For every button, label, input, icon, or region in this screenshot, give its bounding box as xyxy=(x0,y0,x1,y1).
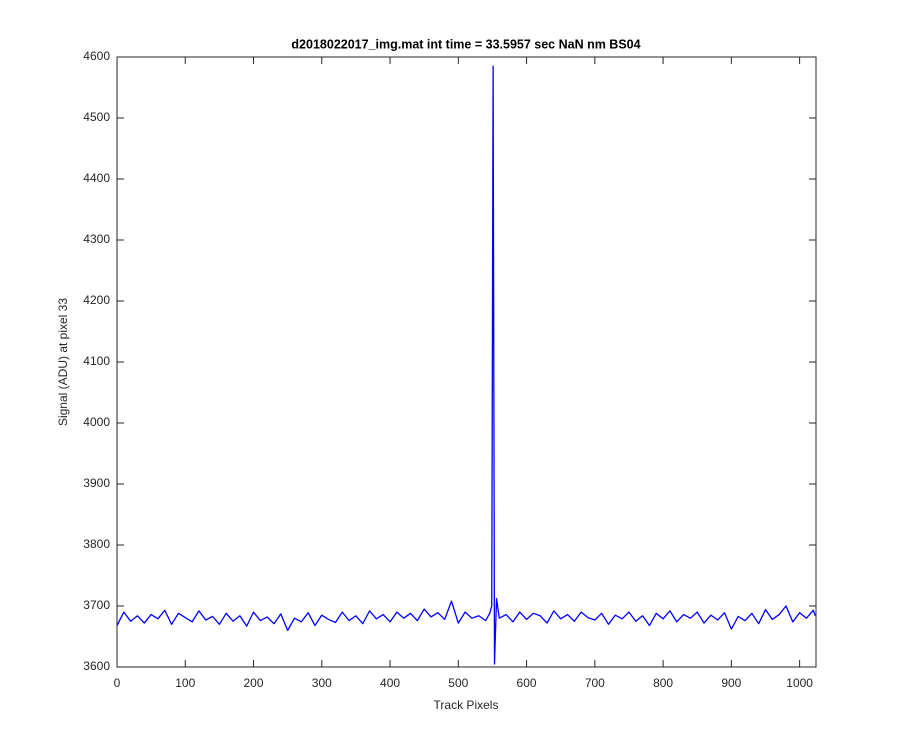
y-tick-label: 4000 xyxy=(83,415,110,429)
x-axis-label: Track Pixels xyxy=(434,698,499,712)
chart-title: d2018022017_img.mat int time = 33.5957 s… xyxy=(291,37,640,51)
y-tick-label: 4600 xyxy=(83,49,110,63)
x-tick-label: 1000 xyxy=(786,676,813,690)
x-tick-label: 100 xyxy=(175,676,195,690)
y-tick-label: 3700 xyxy=(83,598,110,612)
x-tick-label: 900 xyxy=(721,676,741,690)
x-tick-label: 400 xyxy=(380,676,400,690)
x-tick-label: 700 xyxy=(585,676,605,690)
y-tick-label: 4200 xyxy=(83,293,110,307)
x-tick-label: 0 xyxy=(114,676,121,690)
y-tick-label: 4400 xyxy=(83,171,110,185)
y-tick-label: 4300 xyxy=(83,232,110,246)
x-tick-label: 200 xyxy=(244,676,264,690)
y-tick-label: 3900 xyxy=(83,476,110,490)
y-axis-label: Signal (ADU) at pixel 33 xyxy=(56,298,70,426)
x-tick-label: 300 xyxy=(312,676,332,690)
y-tick-label: 3800 xyxy=(83,537,110,551)
y-tick-label: 4100 xyxy=(83,354,110,368)
y-tick-label: 4500 xyxy=(83,110,110,124)
y-tick-label: 3600 xyxy=(83,659,110,673)
x-tick-label: 600 xyxy=(517,676,537,690)
x-tick-label: 800 xyxy=(653,676,673,690)
x-tick-label: 500 xyxy=(448,676,468,690)
data-line xyxy=(116,65,816,665)
